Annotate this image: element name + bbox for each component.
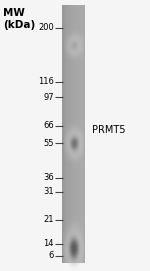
Text: 55: 55 — [44, 138, 54, 147]
Text: 31: 31 — [43, 188, 54, 196]
Text: 14: 14 — [44, 240, 54, 249]
Text: 116: 116 — [38, 78, 54, 86]
Text: (kDa): (kDa) — [3, 20, 35, 30]
Text: 200: 200 — [38, 24, 54, 33]
Text: 36: 36 — [43, 173, 54, 182]
Text: 66: 66 — [43, 121, 54, 131]
Text: 21: 21 — [44, 215, 54, 224]
Bar — [62, 5, 85, 263]
Text: PRMT5: PRMT5 — [92, 125, 126, 135]
Text: 6: 6 — [49, 251, 54, 260]
Text: 97: 97 — [43, 92, 54, 102]
Text: MW: MW — [3, 8, 25, 18]
